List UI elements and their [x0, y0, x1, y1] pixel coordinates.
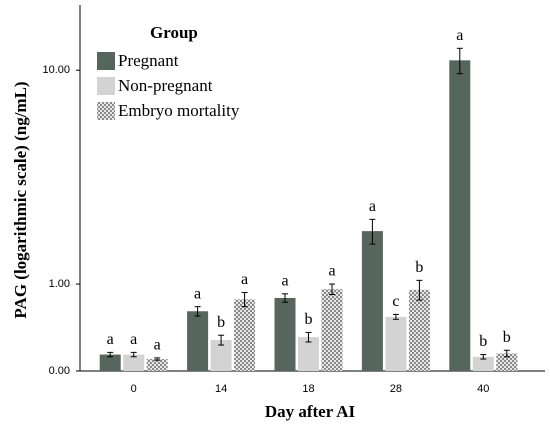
x-tick-label: 18	[302, 383, 314, 395]
significance-letter: a	[130, 331, 137, 348]
bar	[210, 340, 232, 371]
significance-letter: b	[217, 314, 225, 331]
significance-letter: a	[328, 263, 335, 280]
x-tick-label: 14	[215, 383, 227, 395]
x-axis-title: Day after AI	[265, 402, 356, 421]
bar	[234, 299, 256, 371]
bar	[187, 311, 209, 371]
significance-letter: c	[392, 293, 399, 310]
bar	[496, 353, 518, 371]
x-tick-label: 40	[477, 383, 489, 395]
bar	[298, 337, 319, 371]
significance-letter: b	[479, 333, 487, 350]
y-tick-label: 0.00	[49, 365, 70, 377]
y-tick-label: 10.00	[42, 64, 70, 76]
y-axis-title: PAG (logarithmic scale) (ng/mL)	[11, 81, 30, 318]
legend-swatch	[97, 52, 115, 70]
bar	[408, 289, 430, 371]
legend-title: Group	[150, 23, 198, 42]
bar	[123, 354, 145, 371]
legend-label: Pregnant	[118, 51, 179, 70]
bar	[472, 356, 494, 371]
bar	[146, 359, 168, 371]
significance-letter: b	[415, 259, 423, 276]
significance-letter: a	[281, 273, 288, 290]
x-tick-label: 0	[131, 383, 137, 395]
bar	[361, 231, 383, 371]
legend-swatch	[97, 77, 115, 95]
significance-letter: a	[154, 337, 161, 354]
bar	[449, 60, 471, 371]
bar	[385, 316, 407, 371]
legend-label: Embryo mortality	[118, 101, 240, 120]
significance-letter: a	[107, 331, 114, 348]
significance-letter: a	[194, 285, 201, 302]
y-tick-label: 1.00	[49, 278, 70, 290]
legend-swatch	[97, 102, 115, 120]
bar	[321, 289, 343, 371]
bar	[274, 297, 296, 371]
legend-label: Non-pregnant	[118, 76, 213, 95]
significance-letter: b	[305, 311, 313, 328]
x-tick-label: 28	[390, 383, 402, 395]
bar	[99, 354, 121, 371]
significance-letter: a	[241, 271, 248, 288]
significance-letter: a	[456, 27, 463, 44]
significance-letter: a	[369, 198, 376, 215]
significance-letter: b	[503, 329, 511, 346]
